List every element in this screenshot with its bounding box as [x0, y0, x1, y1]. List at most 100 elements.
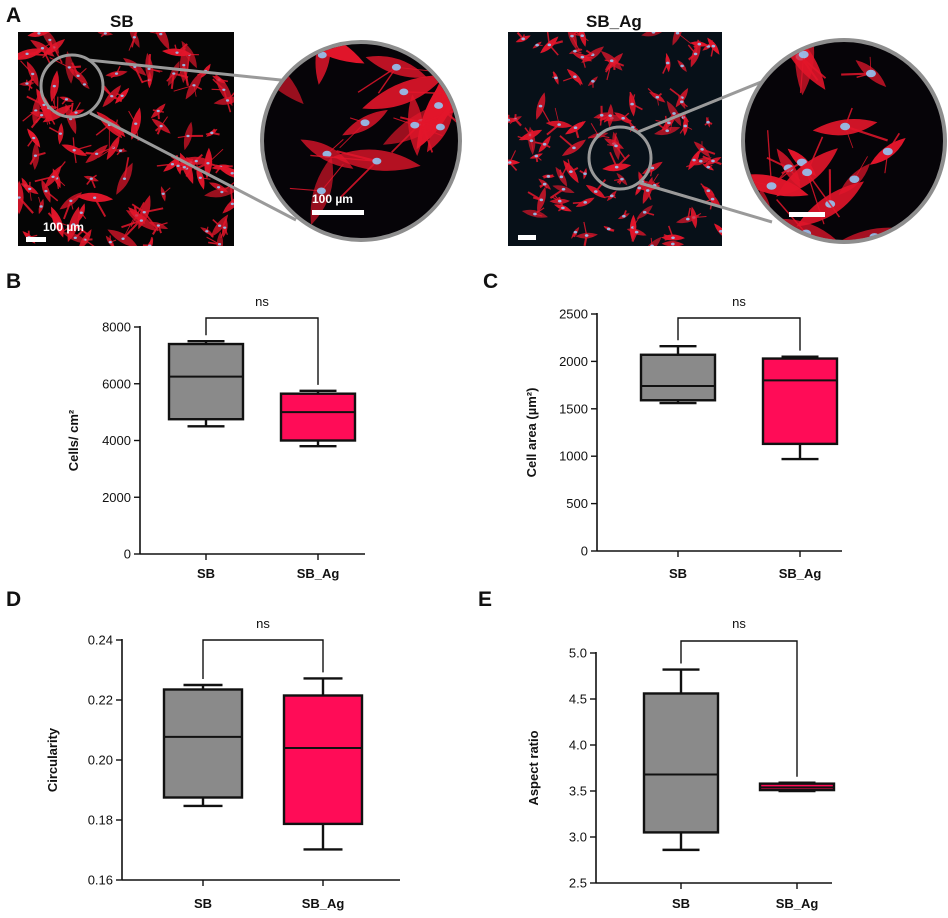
y-tick-label: 8000 — [102, 320, 131, 335]
cell — [34, 161, 66, 189]
cell — [362, 75, 446, 109]
zoom-scale-label-sb: 100 µm — [312, 192, 353, 206]
cell — [603, 225, 615, 232]
cell — [678, 94, 688, 110]
cell — [151, 116, 171, 135]
x-tick-label: SB_Ag — [776, 896, 819, 911]
cell — [688, 149, 702, 171]
cell — [508, 114, 519, 123]
significance-label: ns — [256, 616, 270, 631]
cell — [587, 76, 598, 88]
zoom-region-circle-sbag — [587, 125, 653, 191]
cell — [532, 41, 543, 49]
cell — [149, 32, 170, 51]
y-axis-label: Aspect ratio — [526, 730, 541, 805]
cell — [555, 163, 570, 187]
box-iqr — [282, 694, 364, 826]
y-tick-label: 2000 — [559, 354, 588, 369]
significance-bracket — [680, 640, 798, 777]
y-tick-label: 4000 — [102, 433, 131, 448]
cell — [569, 32, 589, 47]
cell — [689, 41, 709, 48]
cell — [29, 141, 46, 170]
y-tick-label: 0.24 — [88, 633, 113, 648]
cell — [700, 183, 715, 196]
cell — [61, 137, 92, 164]
cell — [206, 231, 224, 246]
cell — [575, 221, 598, 246]
cell — [869, 132, 906, 174]
cell — [707, 37, 720, 57]
cell — [97, 32, 114, 38]
cell — [527, 186, 546, 213]
cell — [693, 141, 716, 158]
x-tick-label: SB — [669, 566, 687, 581]
cell — [48, 122, 64, 145]
cell — [521, 207, 548, 218]
cell — [289, 156, 344, 225]
cell — [607, 131, 627, 161]
cell — [713, 223, 722, 236]
x-tick-label: SB_Ag — [297, 566, 340, 581]
y-tick-label: 0 — [124, 547, 131, 562]
y-axis-label: Cell area (µm²) — [524, 388, 539, 478]
cell — [162, 43, 193, 57]
significance-bracket — [205, 317, 319, 385]
cell — [217, 165, 234, 178]
cell — [602, 151, 632, 172]
cell — [702, 161, 714, 171]
cell — [563, 159, 579, 184]
box-sb-ag — [282, 677, 364, 851]
cell — [20, 181, 39, 201]
cell — [603, 190, 617, 202]
box-iqr — [167, 342, 245, 421]
cell — [76, 192, 114, 218]
scale-bar-sbag — [518, 235, 536, 240]
zoom-circle-sbag — [741, 38, 947, 244]
zoom-sbag-cells — [745, 42, 913, 240]
cell — [541, 174, 555, 179]
cell — [571, 226, 580, 239]
cell — [196, 165, 211, 190]
cell — [579, 168, 587, 180]
cell — [49, 51, 82, 84]
y-tick-label: 1500 — [559, 401, 588, 416]
cell — [59, 96, 74, 105]
cell — [647, 236, 662, 246]
cell — [647, 88, 666, 106]
cell — [400, 101, 454, 153]
box-iqr — [279, 392, 357, 442]
cell — [568, 48, 583, 54]
cell — [538, 178, 552, 190]
cell — [357, 56, 438, 94]
cell — [18, 180, 34, 215]
box-sb-ag — [279, 389, 357, 448]
y-tick-label: 1000 — [559, 449, 588, 464]
cell — [599, 103, 614, 128]
box-iqr — [639, 353, 717, 402]
x-tick-label: SB_Ag — [779, 566, 822, 581]
y-tick-label: 0.20 — [88, 753, 113, 768]
y-tick-label: 0.18 — [88, 813, 113, 828]
cell — [62, 206, 91, 243]
cell — [687, 39, 701, 68]
cell — [508, 150, 521, 171]
cell — [563, 68, 583, 86]
cell — [745, 130, 809, 197]
micrograph-sbag-cells — [508, 32, 722, 246]
y-tick-label: 500 — [566, 496, 588, 511]
cell — [572, 197, 595, 207]
cell — [393, 94, 456, 157]
panel-letter-e: E — [478, 588, 493, 611]
cell — [142, 236, 154, 246]
cell — [105, 235, 117, 246]
y-axis-label: Cells/ cm² — [66, 409, 81, 471]
cell — [662, 53, 671, 74]
y-tick-label: 4.5 — [569, 692, 587, 707]
cell — [661, 240, 685, 246]
micrograph-sbag — [508, 32, 722, 246]
cell — [545, 107, 573, 136]
cell — [641, 32, 663, 37]
cell — [675, 207, 700, 224]
cell — [549, 195, 570, 204]
